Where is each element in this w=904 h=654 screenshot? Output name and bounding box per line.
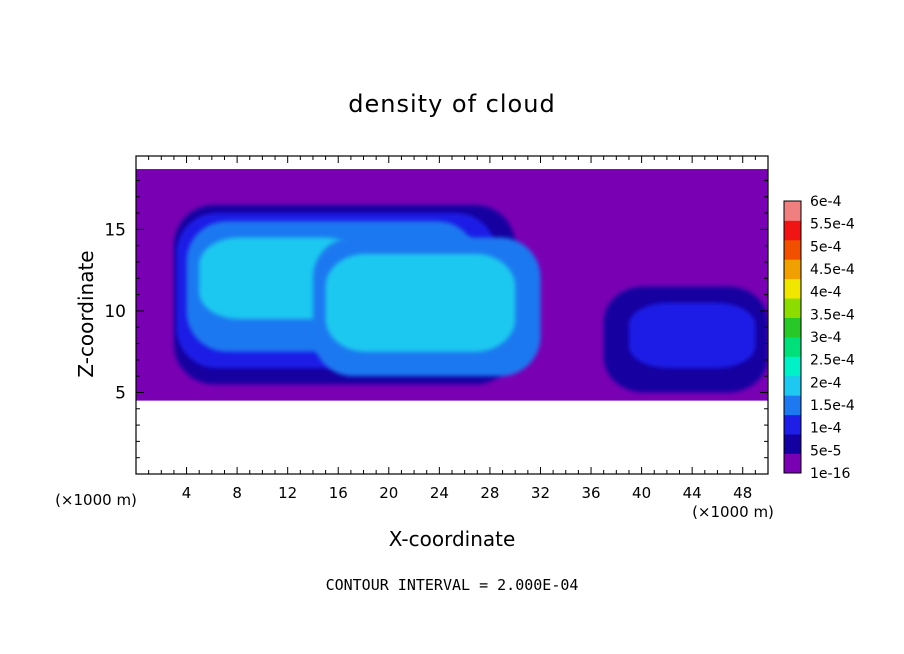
x-tick-label: 32 [531, 484, 550, 502]
y-axis-label: Z-coordinate [74, 250, 98, 377]
x-axis: 4 8 12 16 20 24 28 32 36 40 44 48 [148, 156, 756, 502]
x-tick-label: 24 [430, 484, 449, 502]
x-tick-label: 28 [480, 484, 499, 502]
colorbar-swatch [784, 239, 801, 260]
x-tick-label: 12 [278, 484, 297, 502]
x-tick-label: 16 [329, 484, 348, 502]
colorbar-label: 3.5e-4 [810, 307, 855, 323]
colorbar-label: 5.5e-4 [810, 217, 855, 233]
colorbar-label: 4e-4 [810, 285, 842, 301]
colorbar-label: 4.5e-4 [810, 262, 855, 278]
colorbar-swatch [784, 298, 801, 318]
colorbar-label: 1e-4 [810, 421, 842, 437]
colorbar-swatch [784, 259, 801, 280]
colorbar-label: 3e-4 [810, 330, 842, 346]
x-tick-label: 20 [379, 484, 398, 502]
x-axis-label: X-coordinate [389, 527, 516, 551]
contour-interval-note: CONTOUR INTERVAL = 2.000E-04 [326, 576, 579, 594]
colorbar-swatch [784, 278, 801, 299]
colorbar-swatch [784, 453, 801, 474]
colorbar-swatch [784, 337, 801, 357]
y-tick-label: 15 [104, 220, 126, 240]
colorbar-label: 2.5e-4 [810, 353, 855, 369]
cloud-region [325, 253, 516, 352]
colorbar-swatch [784, 317, 801, 338]
cloud-field [136, 169, 768, 401]
x-tick-label: 40 [632, 484, 651, 502]
colorbar-label: 6e-4 [810, 194, 842, 210]
y-axis: 5 10 15 [104, 179, 768, 459]
colorbar-swatch [784, 434, 801, 454]
colorbar-swatch [784, 201, 801, 221]
x-tick-label: 44 [683, 484, 702, 502]
x-unit-left: (×1000 m) [55, 491, 137, 509]
x-tick-label: 8 [232, 484, 242, 502]
colorbar-label: 5e-4 [810, 239, 842, 255]
colorbar: 1e-16 5e-5 1e-4 1.5e-4 2e-4 2.5e-4 3e-4 3.5e-4 4… [783, 194, 855, 482]
y-tick-label: 5 [115, 383, 126, 403]
x-tick-label: 36 [581, 484, 600, 502]
colorbar-label: 2e-4 [810, 375, 842, 391]
chart-title: density of cloud [348, 90, 555, 118]
colorbar-swatch [784, 375, 801, 396]
x-tick-label: 4 [182, 484, 192, 502]
x-tick-label: 48 [733, 484, 752, 502]
colorbar-label: 5e-5 [810, 443, 841, 459]
colorbar-swatch [784, 220, 801, 241]
colorbar-swatch [784, 414, 801, 435]
colorbar-label: 1e-16 [810, 466, 850, 482]
x-unit-right: (×1000 m) [692, 503, 774, 521]
cloud-region [628, 302, 756, 368]
colorbar-label: 1.5e-4 [810, 398, 855, 414]
y-tick-label: 10 [104, 302, 126, 322]
colorbar-swatch [784, 356, 801, 377]
colorbar-swatch [784, 395, 801, 416]
